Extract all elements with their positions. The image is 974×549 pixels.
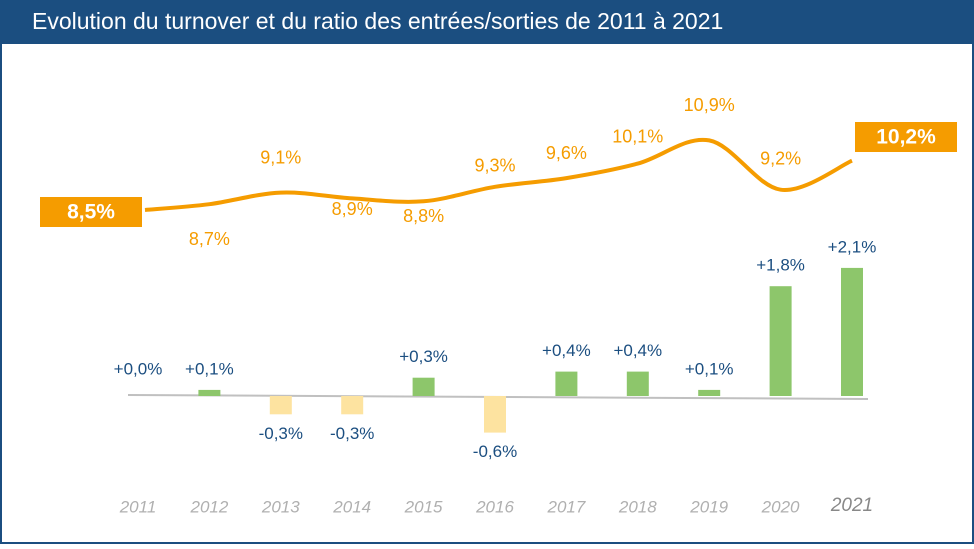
x-tick-label: 2013	[261, 497, 300, 516]
x-tick-label: 2015	[404, 497, 443, 516]
value-label: 8,8%	[403, 206, 444, 226]
value-label: 9,1%	[260, 147, 301, 167]
bar	[341, 396, 364, 415]
value-label: +1,8%	[756, 256, 805, 275]
value-label-box	[855, 122, 957, 152]
value-label: 8,9%	[332, 199, 373, 219]
value-label: -0,6%	[473, 442, 517, 461]
x-tick-label: 2011	[119, 497, 157, 516]
bar	[698, 389, 721, 396]
x-tick-label: 2021	[830, 495, 873, 516]
header-bar	[0, 0, 974, 44]
bar	[269, 396, 292, 415]
bar	[412, 377, 435, 396]
x-tick-label: 2017	[546, 497, 585, 516]
x-tick-label: 2012	[189, 497, 228, 516]
value-label: +0,3%	[399, 347, 448, 366]
value-label: 9,2%	[760, 148, 801, 168]
bar	[841, 267, 863, 396]
x-tick-label: 2019	[689, 497, 728, 516]
value-label: +0,1%	[685, 359, 734, 378]
value-label-box	[40, 197, 142, 227]
bar	[555, 371, 578, 396]
value-label: 10,2%	[876, 126, 936, 149]
x-tick-label: 2014	[332, 497, 371, 516]
value-label: 8,5%	[67, 201, 115, 224]
x-tick-label: 2018	[618, 497, 657, 516]
x-tick-label: 2016	[475, 497, 514, 516]
x-tick-label: 2020	[761, 497, 800, 516]
bar	[769, 286, 792, 396]
chart-title: Evolution du turnover et du ratio des en…	[32, 8, 723, 34]
bar	[484, 396, 506, 433]
value-label: -0,3%	[259, 424, 303, 443]
value-label: +0,4%	[613, 341, 662, 360]
value-label: 8,7%	[189, 229, 230, 249]
line	[144, 137, 853, 212]
value-label: +0,1%	[185, 359, 234, 378]
value-label: +0,0%	[114, 359, 163, 378]
bar	[198, 389, 221, 396]
value-label: +2,1%	[828, 237, 877, 256]
value-label: +0,4%	[542, 341, 591, 360]
value-label: 9,3%	[474, 156, 515, 176]
value-label: -0,3%	[330, 424, 374, 443]
value-label: 9,6%	[546, 143, 587, 163]
value-label: 10,1%	[612, 126, 663, 146]
bar	[626, 371, 649, 396]
value-label: 10,9%	[684, 95, 735, 115]
